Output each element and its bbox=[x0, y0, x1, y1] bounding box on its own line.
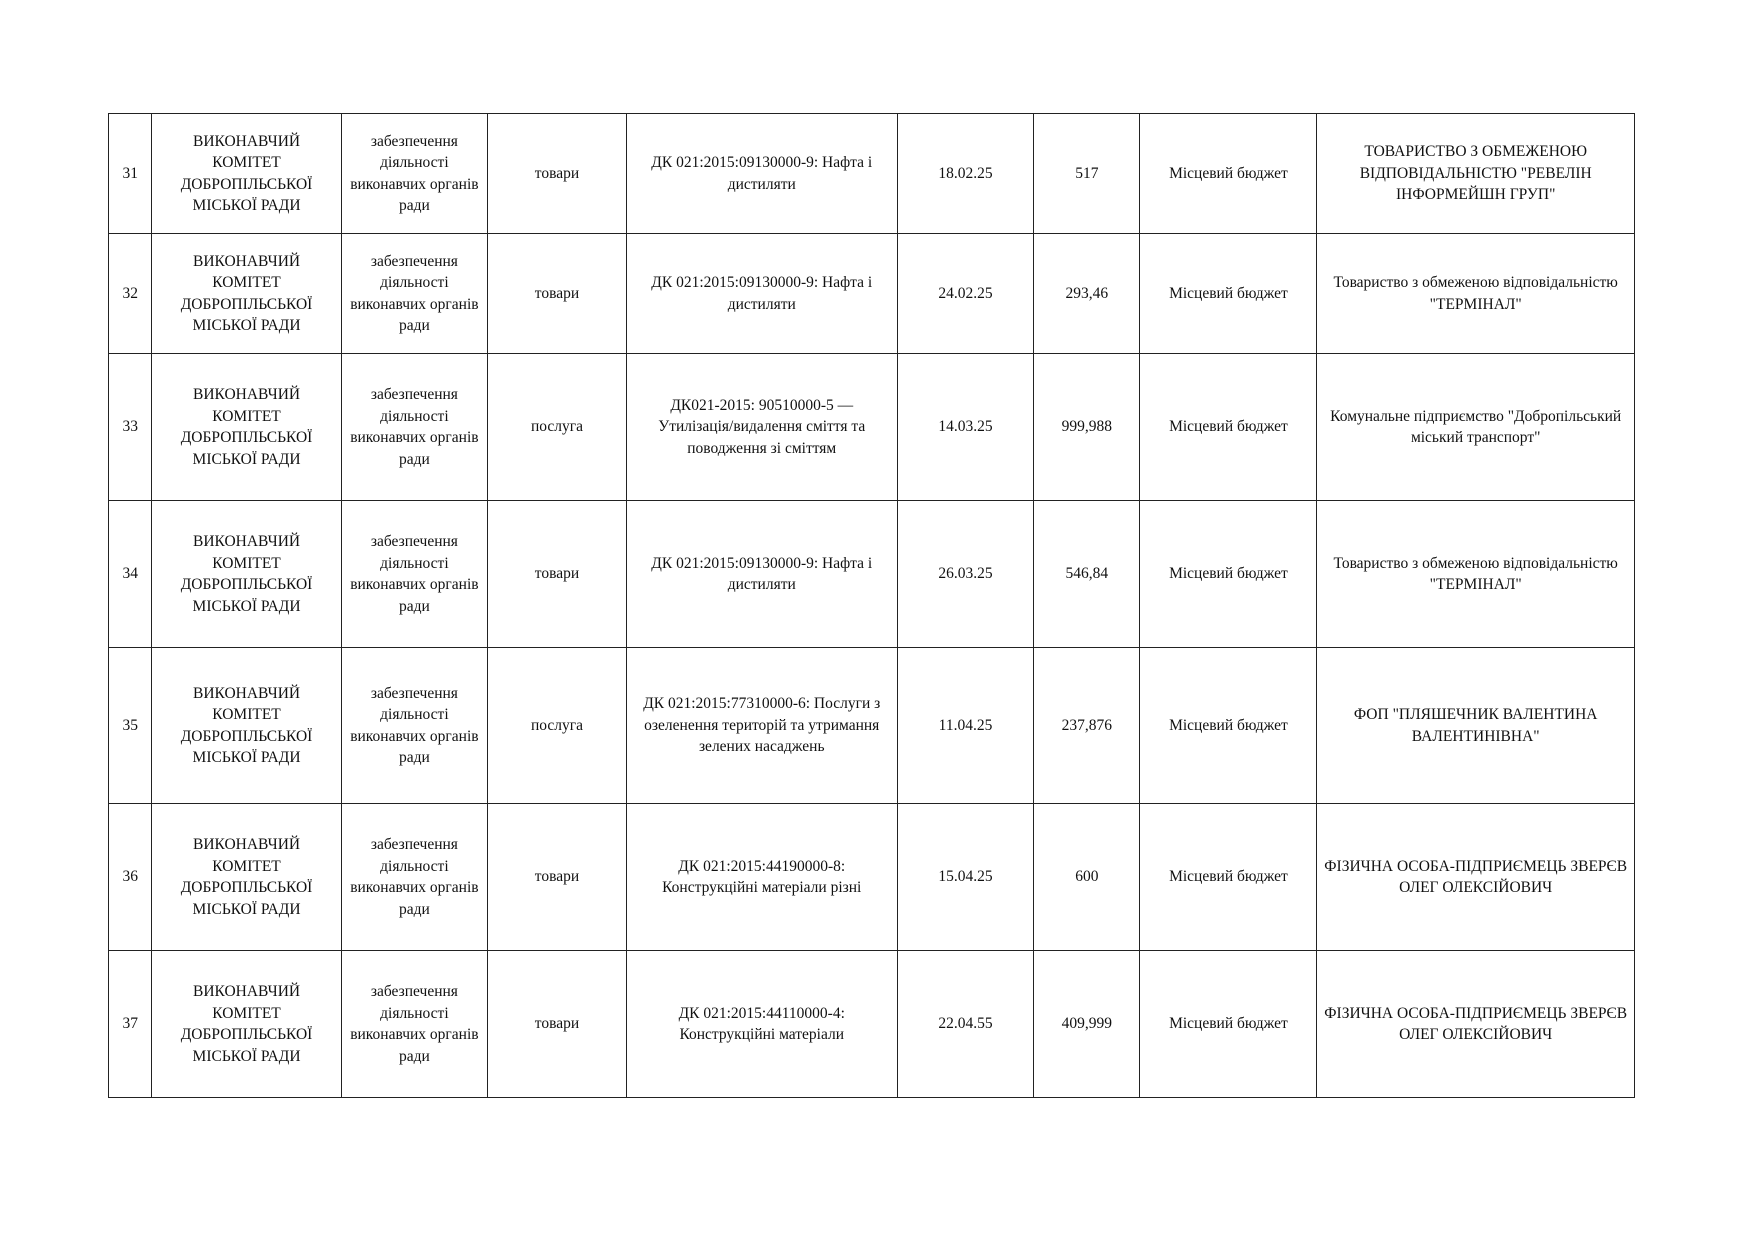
code-cell: ДК 021:2015:77310000-6: Послуги з озелен… bbox=[625, 647, 898, 804]
purpose-cell: забезпечення діяльності виконавчих орган… bbox=[340, 500, 489, 648]
supplier-cell: ФОП "ПЛЯШЕЧНИК ВАЛЕНТИНА ВАЛЕНТИНІВНА" bbox=[1316, 647, 1635, 804]
table-row: 33 ВИКОНАВЧИЙ КОМІТЕТ ДОБРОПІЛЬСЬКОЇ МІСЬ… bbox=[107, 353, 1635, 501]
amount-cell: 517 bbox=[1033, 113, 1141, 234]
customer-cell: ВИКОНАВЧИЙ КОМІТЕТ ДОБРОПІЛЬСЬКОЇ МІСЬКО… bbox=[151, 647, 342, 804]
table-row: 35 ВИКОНАВЧИЙ КОМІТЕТ ДОБРОПІЛЬСЬКОЇ МІСЬ… bbox=[107, 647, 1635, 804]
supplier-cell: ФІЗИЧНА ОСОБА-ПІДПРИЄМЕЦЬ ЗВЕРЄВ ОЛЕГ ОЛ… bbox=[1316, 950, 1635, 1098]
purpose-cell: забезпечення діяльності виконавчих орган… bbox=[340, 233, 489, 354]
row-number: 36 bbox=[107, 803, 153, 951]
purpose-cell: забезпечення діяльності виконавчих орган… bbox=[340, 950, 489, 1098]
supplier-cell: Товариство з обмеженою відповідальністю … bbox=[1316, 500, 1635, 648]
code-cell: ДК 021:2015:44110000-4: Конструкційні ма… bbox=[625, 950, 898, 1098]
type-cell: послуга bbox=[487, 353, 627, 501]
purpose-cell: забезпечення діяльності виконавчих орган… bbox=[340, 647, 489, 804]
purpose-cell: забезпечення діяльності виконавчих орган… bbox=[340, 803, 489, 951]
type-cell: товари bbox=[487, 113, 627, 234]
funding-source-cell: Місцевий бюджет bbox=[1139, 233, 1318, 354]
customer-cell: ВИКОНАВЧИЙ КОМІТЕТ ДОБРОПІЛЬСЬКОЇ МІСЬКО… bbox=[151, 233, 342, 354]
row-number: 33 bbox=[107, 353, 153, 501]
funding-source-cell: Місцевий бюджет bbox=[1139, 353, 1318, 501]
type-cell: товари bbox=[487, 233, 627, 354]
code-cell: ДК 021:2015:09130000-9: Нафта і дистилят… bbox=[625, 500, 898, 648]
code-cell: ДК 021:2015:44190000-8: Конструкційні ма… bbox=[625, 803, 898, 951]
amount-cell: 600 bbox=[1033, 803, 1141, 951]
procurement-table: 31 ВИКОНАВЧИЙ КОМІТЕТ ДОБРОПІЛЬСЬКОЇ МІСЬ… bbox=[107, 113, 1635, 1098]
date-cell: 14.03.25 bbox=[896, 353, 1035, 501]
amount-cell: 409,999 bbox=[1033, 950, 1141, 1098]
purpose-cell: забезпечення діяльності виконавчих орган… bbox=[340, 113, 489, 234]
date-cell: 11.04.25 bbox=[896, 647, 1035, 804]
customer-cell: ВИКОНАВЧИЙ КОМІТЕТ ДОБРОПІЛЬСЬКОЇ МІСЬКО… bbox=[151, 353, 342, 501]
table-row: 34 ВИКОНАВЧИЙ КОМІТЕТ ДОБРОПІЛЬСЬКОЇ МІСЬ… bbox=[107, 500, 1635, 648]
code-cell: ДК 021:2015:09130000-9: Нафта і дистилят… bbox=[625, 233, 898, 354]
type-cell: товари bbox=[487, 950, 627, 1098]
date-cell: 26.03.25 bbox=[896, 500, 1035, 648]
supplier-cell: Комунальне підприємство "Добропільський … bbox=[1316, 353, 1635, 501]
table-row: 37 ВИКОНАВЧИЙ КОМІТЕТ ДОБРОПІЛЬСЬКОЇ МІСЬ… bbox=[107, 950, 1635, 1098]
table-row: 36 ВИКОНАВЧИЙ КОМІТЕТ ДОБРОПІЛЬСЬКОЇ МІСЬ… bbox=[107, 803, 1635, 951]
date-cell: 18.02.25 bbox=[896, 113, 1035, 234]
type-cell: товари bbox=[487, 803, 627, 951]
supplier-cell: Товариство з обмеженою відповідальністю … bbox=[1316, 233, 1635, 354]
amount-cell: 293,46 bbox=[1033, 233, 1141, 354]
row-number: 34 bbox=[107, 500, 153, 648]
amount-cell: 999,988 bbox=[1033, 353, 1141, 501]
amount-cell: 546,84 bbox=[1033, 500, 1141, 648]
date-cell: 22.04.55 bbox=[896, 950, 1035, 1098]
code-cell: ДК 021:2015:09130000-9: Нафта і дистилят… bbox=[625, 113, 898, 234]
customer-cell: ВИКОНАВЧИЙ КОМІТЕТ ДОБРОПІЛЬСЬКОЇ МІСЬКО… bbox=[151, 950, 342, 1098]
row-number: 35 bbox=[107, 647, 153, 804]
code-cell: ДК021-2015: 90510000-5 — Утилізація/вида… bbox=[625, 353, 898, 501]
funding-source-cell: Місцевий бюджет bbox=[1139, 113, 1318, 234]
funding-source-cell: Місцевий бюджет bbox=[1139, 647, 1318, 804]
table-row: 32 ВИКОНАВЧИЙ КОМІТЕТ ДОБРОПІЛЬСЬКОЇ МІСЬ… bbox=[107, 233, 1635, 354]
table-row: 31 ВИКОНАВЧИЙ КОМІТЕТ ДОБРОПІЛЬСЬКОЇ МІСЬ… bbox=[107, 113, 1635, 234]
date-cell: 15.04.25 bbox=[896, 803, 1035, 951]
customer-cell: ВИКОНАВЧИЙ КОМІТЕТ ДОБРОПІЛЬСЬКОЇ МІСЬКО… bbox=[151, 500, 342, 648]
customer-cell: ВИКОНАВЧИЙ КОМІТЕТ ДОБРОПІЛЬСЬКОЇ МІСЬКО… bbox=[151, 803, 342, 951]
row-number: 37 bbox=[107, 950, 153, 1098]
date-cell: 24.02.25 bbox=[896, 233, 1035, 354]
purpose-cell: забезпечення діяльності виконавчих орган… bbox=[340, 353, 489, 501]
type-cell: товари bbox=[487, 500, 627, 648]
amount-cell: 237,876 bbox=[1033, 647, 1141, 804]
customer-cell: ВИКОНАВЧИЙ КОМІТЕТ ДОБРОПІЛЬСЬКОЇ МІСЬКО… bbox=[151, 113, 342, 234]
funding-source-cell: Місцевий бюджет bbox=[1139, 500, 1318, 648]
funding-source-cell: Місцевий бюджет bbox=[1139, 803, 1318, 951]
funding-source-cell: Місцевий бюджет bbox=[1139, 950, 1318, 1098]
row-number: 32 bbox=[107, 233, 153, 354]
supplier-cell: ФІЗИЧНА ОСОБА-ПІДПРИЄМЕЦЬ ЗВЕРЄВ ОЛЕГ ОЛ… bbox=[1316, 803, 1635, 951]
type-cell: послуга bbox=[487, 647, 627, 804]
supplier-cell: ТОВАРИСТВО З ОБМЕЖЕНОЮ ВІДПОВІДАЛЬНІСТЮ … bbox=[1316, 113, 1635, 234]
row-number: 31 bbox=[107, 113, 153, 234]
